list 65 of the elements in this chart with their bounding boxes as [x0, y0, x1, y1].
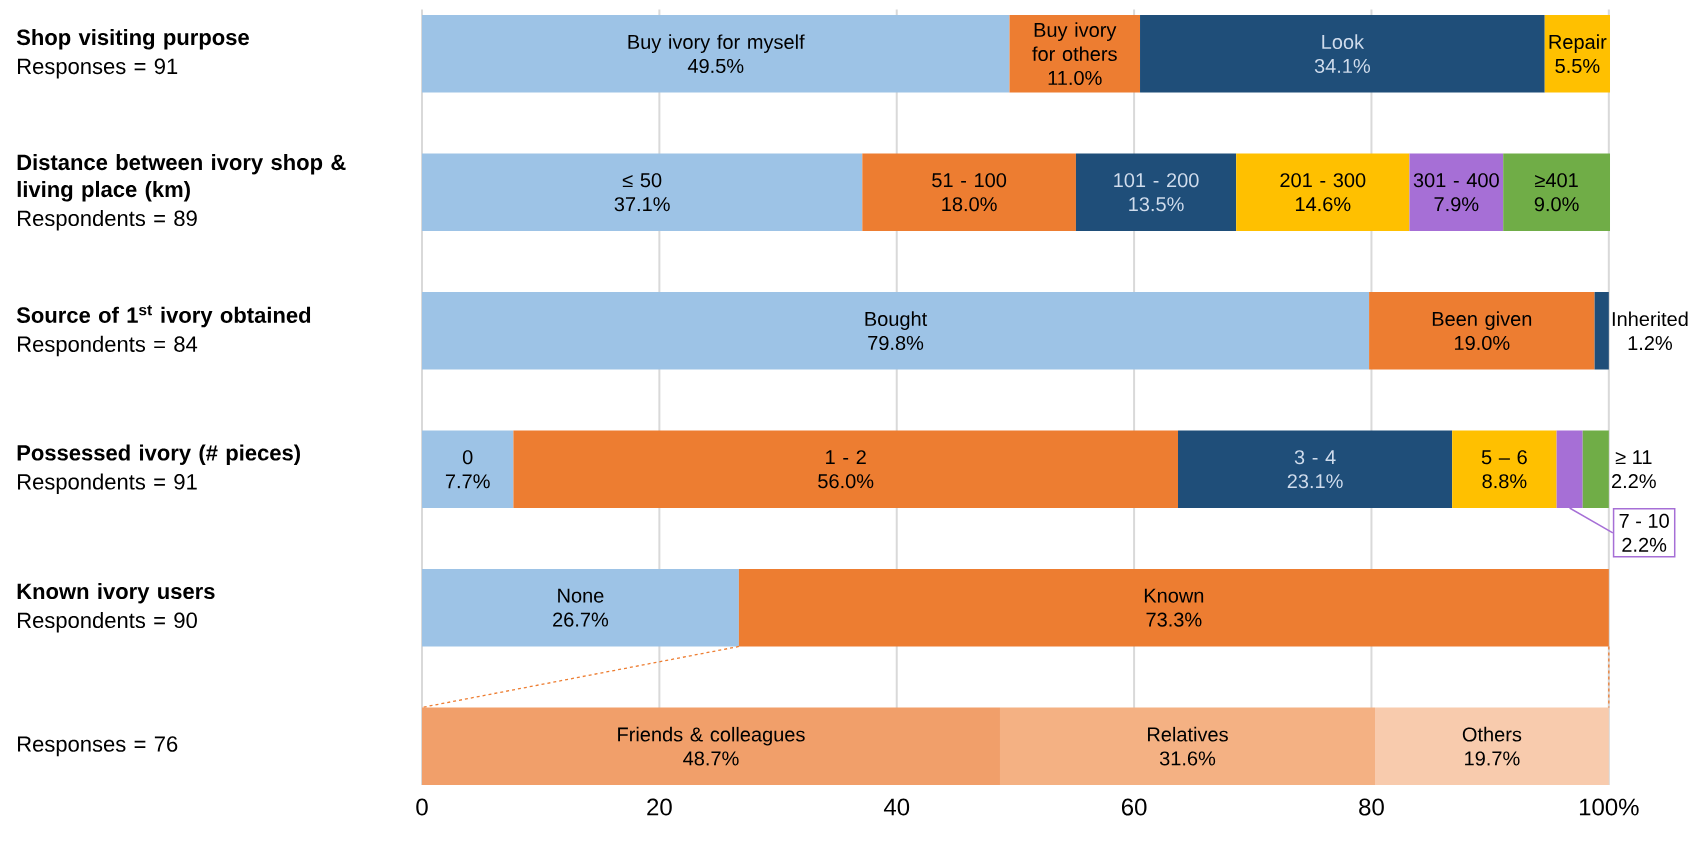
series-label: Known: [1144, 588, 1204, 603]
series-label: Buy ivory for myself: [628, 34, 805, 54]
series-label: 201 - 300: [1280, 173, 1366, 188]
series-label: Buy ivory for others: [1032, 22, 1117, 62]
series-label: Bought: [865, 311, 928, 331]
series-label: Friends & colleagues: [618, 726, 805, 746]
data-label: 19.0%: [1455, 335, 1510, 351]
data-label: 13.5%: [1129, 197, 1184, 212]
x-tick-label: 100%: [1579, 798, 1639, 816]
data-label: 48.7%: [683, 751, 739, 766]
series-label: 301 - 400: [1413, 173, 1499, 188]
series-label: Look: [1322, 34, 1365, 50]
text: Respondents = 90: [18, 611, 197, 633]
y-tick-label: Source of 1$^{st}$ ivory obtained: [16, 305, 311, 328]
text: Respondents = 89: [18, 209, 197, 231]
data-label: 2.2%: [1622, 537, 1667, 552]
data-label: 31.6%: [1159, 751, 1216, 766]
data-label: 14.6%: [1295, 197, 1351, 212]
text: Responses = 76: [18, 736, 178, 757]
data-label: 1.2%: [1628, 335, 1673, 351]
data-label: 19.7%: [1465, 751, 1520, 766]
series-label: Others: [1462, 726, 1522, 742]
data-label: 49.5%: [687, 58, 744, 74]
series-label: ≥ 11: [1615, 450, 1652, 465]
series-label: 0: [462, 450, 473, 465]
series-label: Been given: [1432, 311, 1532, 331]
data-label: 79.8%: [868, 335, 924, 351]
x-tick-label: 60: [1121, 798, 1147, 816]
series-label: 101 - 200: [1114, 173, 1199, 188]
data-label: 8.8%: [1482, 474, 1527, 489]
x-tick-label: 20: [647, 798, 672, 816]
data-label: 18.0%: [942, 197, 997, 212]
text: Respondents = 91: [18, 473, 197, 494]
data-label: 23.1%: [1287, 474, 1343, 489]
text: Respondents = 84: [18, 335, 198, 357]
data-label: 34.1%: [1314, 58, 1371, 74]
series-label: 51 - 100: [932, 173, 1007, 188]
x-tick-label: 40: [883, 798, 910, 816]
series-label: 1 - 2: [826, 450, 866, 465]
series-label: None: [558, 588, 604, 603]
series-label: Relatives: [1148, 726, 1228, 742]
data-label: 9.0%: [1534, 197, 1579, 212]
y-tick-label: Possessed ivory (# pieces): [17, 444, 300, 465]
series-label: 5 – 6: [1481, 450, 1527, 465]
y-tick-label: Distance between ivory shop & living place (km): [17, 153, 346, 202]
series-label: ≥401: [1535, 173, 1578, 188]
data-label: 2.2%: [1612, 474, 1656, 489]
data-label: 26.7%: [553, 612, 609, 627]
text: Responses = 91: [18, 58, 178, 79]
data-label: 11.0%: [1048, 70, 1102, 86]
series-label: 3 - 4: [1294, 450, 1336, 465]
series-label: Repair: [1549, 34, 1607, 54]
series-label: 7 - 10: [1619, 513, 1669, 528]
y-tick-label: Shop visiting purpose: [16, 28, 249, 50]
data-label: 73.3%: [1146, 612, 1202, 627]
data-label: 5.5%: [1555, 58, 1600, 74]
data-label: 7.9%: [1434, 197, 1479, 212]
data-label: 56.0%: [818, 474, 874, 489]
series-label: ≤ 50: [622, 173, 662, 188]
x-tick-label: 0: [416, 798, 428, 816]
series-label: Inherited: [1612, 311, 1688, 327]
data-label: 7.7%: [445, 474, 490, 489]
data-label: 37.1%: [614, 197, 670, 212]
x-tick-label: 80: [1359, 798, 1384, 816]
y-tick-label: Known ivory users: [17, 582, 215, 604]
